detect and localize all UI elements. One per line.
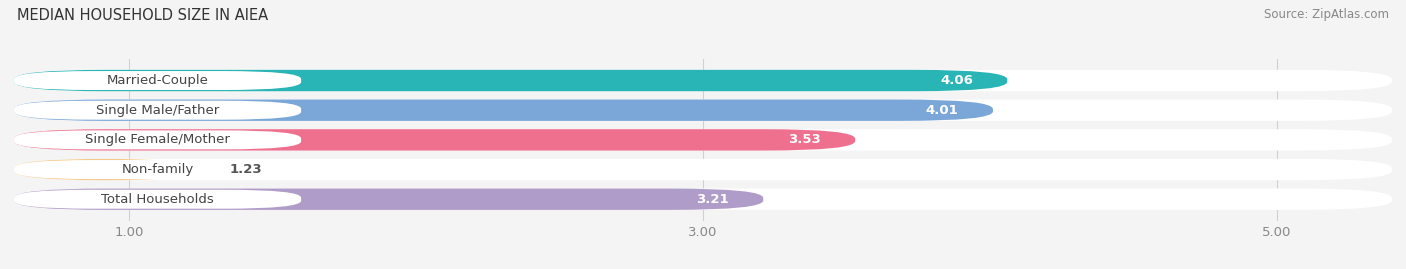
Text: 3.53: 3.53	[787, 133, 821, 146]
FancyBboxPatch shape	[14, 71, 301, 90]
Text: Total Households: Total Households	[101, 193, 214, 206]
FancyBboxPatch shape	[14, 160, 301, 179]
FancyBboxPatch shape	[14, 129, 1392, 151]
FancyBboxPatch shape	[14, 130, 301, 149]
Text: Single Female/Mother: Single Female/Mother	[86, 133, 231, 146]
Text: Non-family: Non-family	[121, 163, 194, 176]
FancyBboxPatch shape	[14, 189, 763, 210]
FancyBboxPatch shape	[14, 159, 195, 180]
FancyBboxPatch shape	[14, 189, 1392, 210]
Text: Source: ZipAtlas.com: Source: ZipAtlas.com	[1264, 8, 1389, 21]
FancyBboxPatch shape	[14, 190, 301, 209]
Text: 3.21: 3.21	[696, 193, 728, 206]
FancyBboxPatch shape	[14, 129, 855, 151]
FancyBboxPatch shape	[14, 101, 301, 120]
Text: MEDIAN HOUSEHOLD SIZE IN AIEA: MEDIAN HOUSEHOLD SIZE IN AIEA	[17, 8, 269, 23]
FancyBboxPatch shape	[14, 159, 1392, 180]
FancyBboxPatch shape	[14, 70, 1007, 91]
Text: 4.01: 4.01	[925, 104, 959, 117]
FancyBboxPatch shape	[14, 100, 1392, 121]
Text: 4.06: 4.06	[941, 74, 973, 87]
Text: Married-Couple: Married-Couple	[107, 74, 208, 87]
FancyBboxPatch shape	[14, 70, 1392, 91]
Text: Single Male/Father: Single Male/Father	[96, 104, 219, 117]
Text: 1.23: 1.23	[229, 163, 262, 176]
FancyBboxPatch shape	[14, 100, 993, 121]
